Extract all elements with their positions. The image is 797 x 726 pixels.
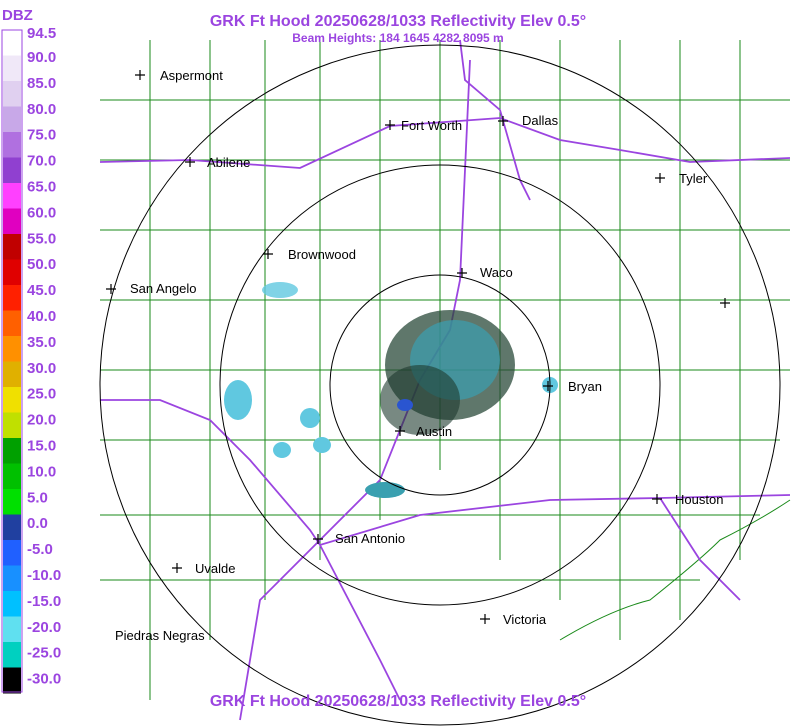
legend-label: 35.0 <box>27 334 56 351</box>
city-label: Brownwood <box>288 247 356 262</box>
legend-label: 10.0 <box>27 463 56 480</box>
legend-label: -10.0 <box>27 567 61 584</box>
color-step <box>3 285 21 311</box>
legend-label: 15.0 <box>27 438 56 455</box>
legend-label: 80.0 <box>27 101 56 118</box>
color-scale <box>3 30 21 694</box>
color-step <box>3 387 21 413</box>
color-step <box>3 183 21 209</box>
color-step <box>3 208 21 235</box>
color-step <box>3 591 21 617</box>
color-step <box>3 438 21 464</box>
footer-title: GRK Ft Hood 20250628/1033 Reflectivity E… <box>210 693 586 710</box>
city-marker <box>263 249 273 259</box>
legend-label: 30.0 <box>27 360 56 377</box>
city-label: Houston <box>675 492 723 507</box>
color-step <box>3 489 21 515</box>
city-label: Bryan <box>568 379 602 394</box>
legend-label: 25.0 <box>27 386 56 403</box>
range-rings <box>99 44 781 726</box>
color-step <box>3 106 21 133</box>
city-label: Uvalde <box>195 561 235 576</box>
city-marker <box>655 173 665 183</box>
color-step <box>3 463 21 490</box>
city-marker <box>498 116 508 126</box>
color-step <box>3 616 21 643</box>
legend-label: 20.0 <box>27 412 56 429</box>
city-label: Victoria <box>503 612 547 627</box>
legend-label: 50.0 <box>27 256 56 273</box>
legend-label: 70.0 <box>27 153 56 170</box>
legend-unit: DBZ <box>2 7 33 24</box>
radar-echoes <box>224 282 558 498</box>
color-step <box>3 514 21 541</box>
city-label: Tyler <box>679 171 708 186</box>
legend-label: 55.0 <box>27 230 56 247</box>
color-step <box>3 642 21 668</box>
color-step <box>3 361 21 388</box>
legend-label: 60.0 <box>27 204 56 221</box>
city-marker <box>652 494 662 504</box>
color-step <box>3 667 21 694</box>
city-marker <box>313 534 323 544</box>
color-step <box>3 310 21 337</box>
city-label: Piedras Negras <box>115 628 205 643</box>
legend-label: 5.0 <box>27 489 48 506</box>
legend-label: -25.0 <box>27 645 61 662</box>
city-label: Dallas <box>522 113 559 128</box>
color-step <box>3 259 21 286</box>
city-marker <box>543 381 553 391</box>
legend-label: 90.0 <box>27 49 56 66</box>
city-marker <box>106 284 116 294</box>
legend-label: 94.5 <box>27 25 56 42</box>
color-step <box>3 234 21 260</box>
color-step <box>3 540 21 566</box>
color-step <box>3 30 21 56</box>
color-step <box>3 157 21 184</box>
color-step <box>3 336 21 362</box>
city-label: San Angelo <box>130 281 197 296</box>
city-label: Austin <box>416 424 452 439</box>
legend-label: 85.0 <box>27 75 56 92</box>
legend-label: 40.0 <box>27 308 56 325</box>
city-label: Aspermont <box>160 68 223 83</box>
color-step <box>3 55 21 82</box>
city-label: San Antonio <box>335 531 405 546</box>
legend-label: 65.0 <box>27 179 56 196</box>
cities: Aspermont Fort Worth Dallas Abilene Tyler Bro… <box>106 68 730 643</box>
title: GRK Ft Hood 20250628/1033 Reflectivity E… <box>210 13 586 30</box>
city-marker <box>720 298 730 308</box>
color-step <box>3 412 21 439</box>
legend-labels: 94.5 90.0 85.0 80.0 75.0 70.0 65.0 60.0 55.0 50.0… <box>27 25 61 688</box>
color-step <box>3 81 21 107</box>
city-label: Abilene <box>207 155 250 170</box>
city-label: Waco <box>480 265 513 280</box>
color-step <box>3 132 21 158</box>
legend-label: 0.0 <box>27 515 48 532</box>
color-step <box>3 565 21 592</box>
color-scale-frame <box>1 29 23 693</box>
city-marker <box>480 614 490 624</box>
legend-label: -30.0 <box>27 671 61 688</box>
city-marker <box>185 157 195 167</box>
city-marker <box>135 70 145 80</box>
city-marker <box>457 268 467 278</box>
city-marker <box>385 120 395 130</box>
legend-label: -15.0 <box>27 593 61 610</box>
legend-label: -5.0 <box>27 541 53 558</box>
city-marker <box>395 426 405 436</box>
city-label: Fort Worth <box>401 118 462 133</box>
city-marker <box>172 563 182 573</box>
legend-label: -20.0 <box>27 619 61 636</box>
subtitle: Beam Heights: 184 1645 4282 8095 m <box>292 31 503 45</box>
legend-label: 75.0 <box>27 127 56 144</box>
legend-label: 45.0 <box>27 282 56 299</box>
